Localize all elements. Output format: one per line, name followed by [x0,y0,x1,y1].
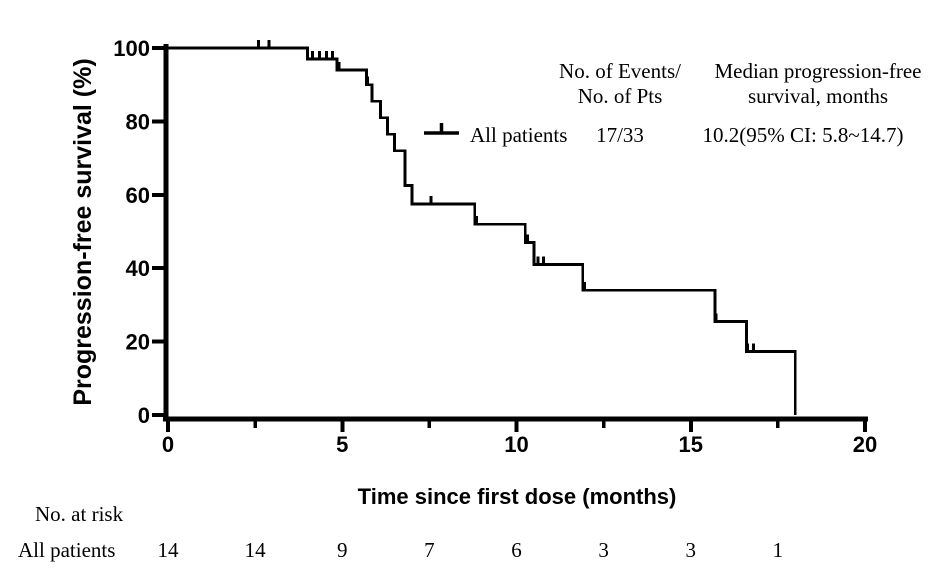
x-tick-label: 0 [162,432,174,457]
at-risk-row-label: All patients [18,538,115,562]
survival-curve-group [168,46,797,415]
y-tick-label: 20 [126,330,150,355]
at-risk-count: 3 [598,538,609,562]
legend-label-all-patients: All patients [470,123,567,147]
at-risk-count: 14 [245,538,267,562]
events-header-line2: No. of Pts [578,84,663,108]
at-risk-count: 7 [424,538,435,562]
legend-marker-all-patients [424,123,459,135]
x-axis-ticks: 0 5 10 15 20 [162,419,877,457]
x-axis-title: Time since first dose (months) [358,484,677,509]
y-tick-label: 0 [138,403,150,428]
x-tick-label: 5 [336,432,348,457]
median-value: 10.2(95% CI: 5.8~14.7) [703,123,904,147]
at-risk-counts-row: 14 14 9 7 6 3 3 1 [158,538,784,562]
censor-ticks-group [257,40,755,354]
y-tick-label: 60 [126,183,150,208]
x-tick-label: 20 [853,432,877,457]
events-value: 17/33 [596,123,644,147]
at-risk-count: 3 [686,538,697,562]
y-axis-ticks: 0 20 40 60 80 100 [113,36,166,428]
at-risk-count: 6 [511,538,522,562]
y-tick-label: 40 [126,256,150,281]
y-axis-title: Progression-free survival (%) [69,58,97,405]
x-tick-label: 15 [679,432,703,457]
y-tick-label: 80 [126,109,150,134]
survival-step-curve-all-patients [168,46,797,415]
x-tick-label: 10 [504,432,528,457]
at-risk-count: 1 [773,538,784,562]
y-tick-label: 100 [113,36,150,61]
at-risk-section-title: No. at risk [35,502,124,526]
at-risk-count: 9 [337,538,348,562]
at-risk-count: 14 [158,538,180,562]
median-header-line2: survival, months [748,84,888,108]
median-header-line1: Median progression-free [714,59,921,83]
events-header-line1: No. of Events/ [559,59,681,83]
